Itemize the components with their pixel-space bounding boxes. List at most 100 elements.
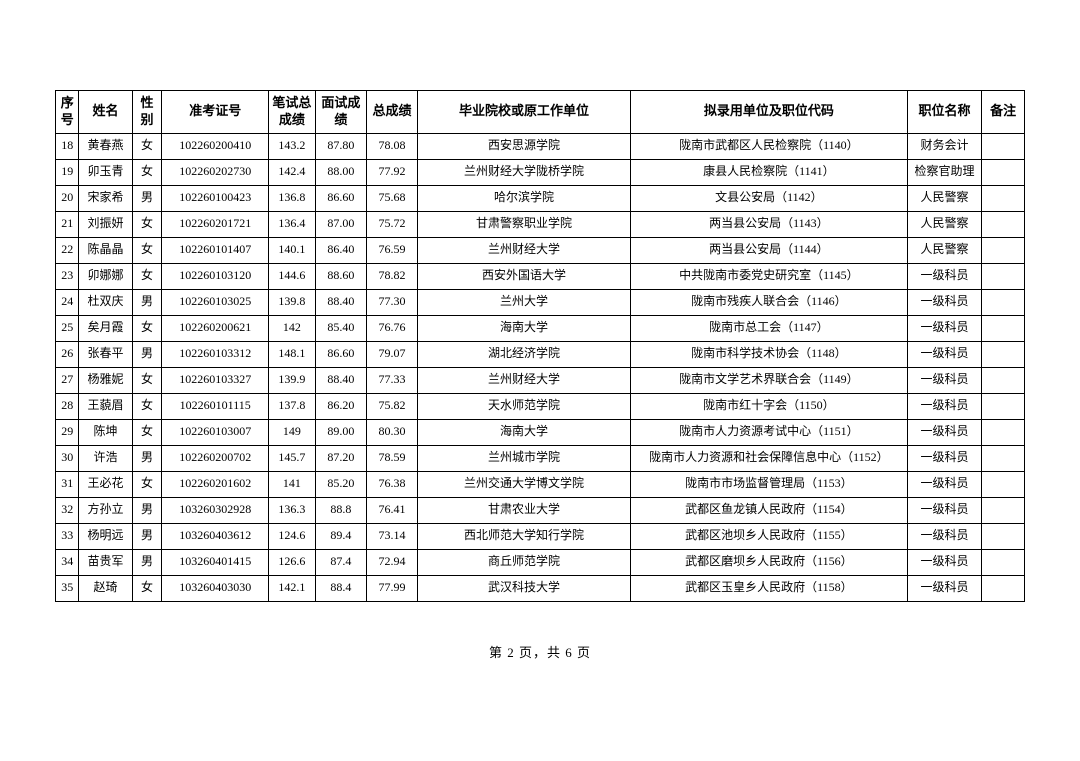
cell	[982, 159, 1025, 185]
cell: 两当县公安局（1143）	[630, 211, 907, 237]
table-row: 21刘振妍女102260201721136.487.0075.72甘肃警察职业学…	[56, 211, 1025, 237]
cell: 19	[56, 159, 79, 185]
cell: 103260302928	[162, 497, 268, 523]
cell: 刘振妍	[79, 211, 132, 237]
document-page: 序号 姓名 性别 准考证号 笔试总成绩 面试成绩 总成绩 毕业院校或原工作单位 …	[0, 0, 1080, 761]
cell: 24	[56, 289, 79, 315]
cell: 31	[56, 471, 79, 497]
cell: 85.20	[315, 471, 366, 497]
cell: 88.40	[315, 289, 366, 315]
cell: 30	[56, 445, 79, 471]
cell: 一级科员	[907, 497, 982, 523]
cell: 一级科员	[907, 523, 982, 549]
cell: 102260202730	[162, 159, 268, 185]
cell: 女	[132, 237, 162, 263]
cell: 男	[132, 549, 162, 575]
col-note: 备注	[982, 91, 1025, 134]
cell	[982, 289, 1025, 315]
cell: 女	[132, 159, 162, 185]
cell: 26	[56, 341, 79, 367]
cell: 72.94	[366, 549, 417, 575]
cell: 141	[268, 471, 315, 497]
table-row: 35赵琦女103260403030142.188.477.99武汉科技大学武都区…	[56, 575, 1025, 601]
cell: 天水师范学院	[418, 393, 631, 419]
cell: 76.76	[366, 315, 417, 341]
table-row: 28王藐眉女102260101115137.886.2075.82天水师范学院陇…	[56, 393, 1025, 419]
cell: 男	[132, 185, 162, 211]
cell: 哈尔滨学院	[418, 185, 631, 211]
col-seq: 序号	[56, 91, 79, 134]
cell: 男	[132, 497, 162, 523]
cell: 23	[56, 263, 79, 289]
cell: 77.92	[366, 159, 417, 185]
cell: 76.38	[366, 471, 417, 497]
cell: 75.82	[366, 393, 417, 419]
cell: 女	[132, 133, 162, 159]
cell: 兰州大学	[418, 289, 631, 315]
cell: 78.59	[366, 445, 417, 471]
cell: 103260403612	[162, 523, 268, 549]
cell: 86.40	[315, 237, 366, 263]
cell: 西北师范大学知行学院	[418, 523, 631, 549]
cell: 18	[56, 133, 79, 159]
cell: 兰州交通大学博文学院	[418, 471, 631, 497]
cell: 77.99	[366, 575, 417, 601]
cell: 88.4	[315, 575, 366, 601]
cell: 102260200410	[162, 133, 268, 159]
cell: 140.1	[268, 237, 315, 263]
cell: 康县人民检察院（1141）	[630, 159, 907, 185]
cell: 148.1	[268, 341, 315, 367]
cell: 75.68	[366, 185, 417, 211]
cell: 卯玉青	[79, 159, 132, 185]
cell: 女	[132, 575, 162, 601]
cell: 商丘师范学院	[418, 549, 631, 575]
cell: 78.82	[366, 263, 417, 289]
cell: 102260201721	[162, 211, 268, 237]
table-row: 26张春平男102260103312148.186.6079.07湖北经济学院陇…	[56, 341, 1025, 367]
cell: 王必花	[79, 471, 132, 497]
cell: 102260103025	[162, 289, 268, 315]
cell: 兰州财经大学	[418, 237, 631, 263]
cell: 102260103327	[162, 367, 268, 393]
cell: 陇南市武都区人民检察院（1140）	[630, 133, 907, 159]
cell: 检察官助理	[907, 159, 982, 185]
cell: 陇南市文学艺术界联合会（1149）	[630, 367, 907, 393]
cell: 女	[132, 419, 162, 445]
cell	[982, 315, 1025, 341]
cell	[982, 367, 1025, 393]
cell: 武都区池坝乡人民政府（1155）	[630, 523, 907, 549]
table-row: 25矣月霞女10226020062114285.4076.76海南大学陇南市总工…	[56, 315, 1025, 341]
table-row: 33杨明远男103260403612124.689.473.14西北师范大学知行…	[56, 523, 1025, 549]
cell: 武汉科技大学	[418, 575, 631, 601]
cell: 139.8	[268, 289, 315, 315]
cell: 女	[132, 211, 162, 237]
cell	[982, 445, 1025, 471]
cell: 35	[56, 575, 79, 601]
cell: 许浩	[79, 445, 132, 471]
cell: 中共陇南市委党史研究室（1145）	[630, 263, 907, 289]
table-row: 32方孙立男103260302928136.388.876.41甘肃农业大学武都…	[56, 497, 1025, 523]
cell: 陈坤	[79, 419, 132, 445]
cell: 男	[132, 523, 162, 549]
cell: 一级科员	[907, 341, 982, 367]
cell: 女	[132, 263, 162, 289]
cell: 139.9	[268, 367, 315, 393]
cell: 85.40	[315, 315, 366, 341]
cell: 陇南市残疾人联合会（1146）	[630, 289, 907, 315]
col-exam: 准考证号	[162, 91, 268, 134]
cell: 77.30	[366, 289, 417, 315]
cell: 80.30	[366, 419, 417, 445]
cell: 卯娜娜	[79, 263, 132, 289]
cell: 方孙立	[79, 497, 132, 523]
table-row: 22陈晶晶女102260101407140.186.4076.59兰州财经大学两…	[56, 237, 1025, 263]
cell: 142.1	[268, 575, 315, 601]
table-header: 序号 姓名 性别 准考证号 笔试总成绩 面试成绩 总成绩 毕业院校或原工作单位 …	[56, 91, 1025, 134]
cell: 89.4	[315, 523, 366, 549]
cell: 陇南市人力资源和社会保障信息中心（1152）	[630, 445, 907, 471]
cell: 兰州城市学院	[418, 445, 631, 471]
cell: 103260403030	[162, 575, 268, 601]
cell: 西安外国语大学	[418, 263, 631, 289]
col-unit: 拟录用单位及职位代码	[630, 91, 907, 134]
cell: 88.40	[315, 367, 366, 393]
table-row: 19卯玉青女102260202730142.488.0077.92兰州财经大学陇…	[56, 159, 1025, 185]
